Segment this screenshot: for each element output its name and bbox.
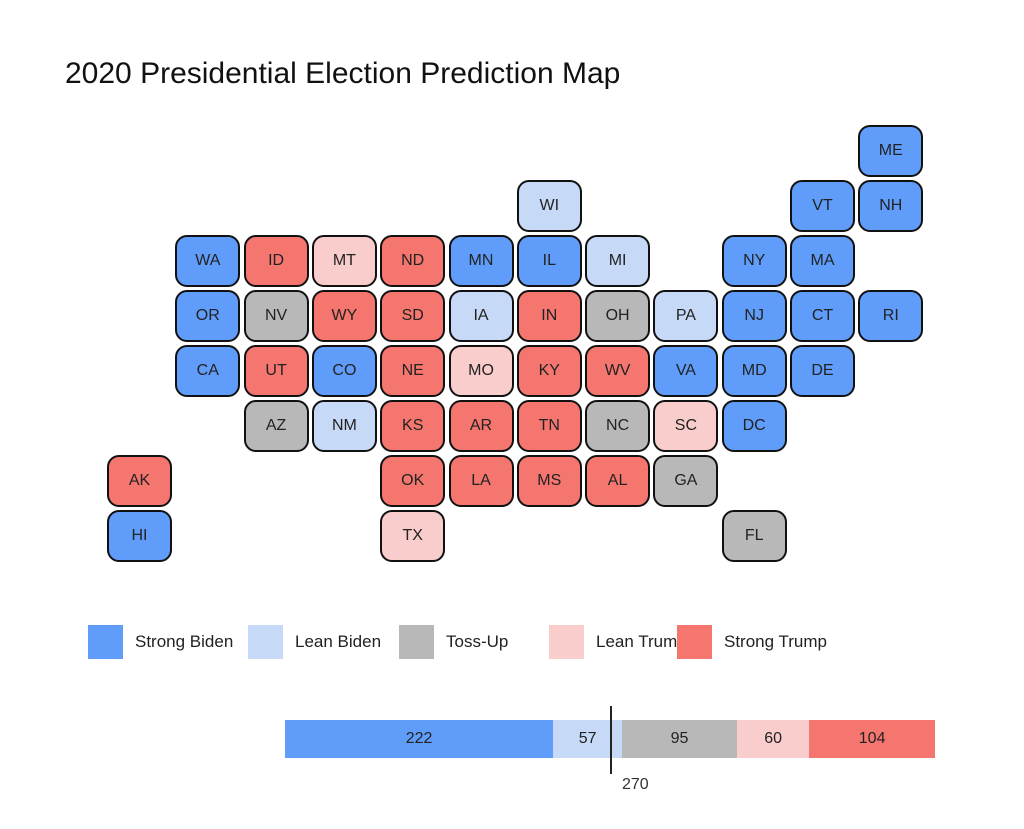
state-tile-ne[interactable]: NE: [380, 345, 446, 397]
state-tile-md[interactable]: MD: [721, 345, 787, 397]
state-tile-ny[interactable]: NY: [721, 235, 787, 287]
state-tile-de[interactable]: DE: [790, 345, 855, 397]
state-tile-ky[interactable]: KY: [516, 345, 582, 397]
state-tile-al[interactable]: AL: [585, 455, 651, 507]
legend-label: Lean Biden: [295, 632, 382, 651]
state-tile-va[interactable]: VA: [653, 345, 719, 397]
state-tile-nm[interactable]: NM: [311, 400, 377, 452]
state-tile-la[interactable]: LA: [448, 455, 514, 507]
electoral-vote-bar: 222 57 95 60 104: [285, 720, 935, 758]
state-tile-fl[interactable]: FL: [721, 510, 787, 562]
state-tile-ri[interactable]: RI: [858, 290, 924, 342]
page-title: 2020 Presidential Election Prediction Ma…: [65, 57, 621, 90]
state-tile-pa[interactable]: PA: [653, 290, 719, 342]
state-tile-nd[interactable]: ND: [380, 235, 446, 287]
majority-threshold-label: 270: [622, 776, 649, 793]
state-tile-wi[interactable]: WI: [516, 180, 582, 232]
state-tile-sc[interactable]: SC: [653, 400, 719, 452]
state-tile-az[interactable]: AZ: [243, 400, 309, 452]
state-tile-ar[interactable]: AR: [448, 400, 514, 452]
bar-segment-tossup: 95: [622, 720, 737, 758]
state-tile-or[interactable]: OR: [175, 290, 241, 342]
bar-segment-strong-biden: 222: [285, 720, 554, 758]
state-tile-tx[interactable]: TX: [380, 510, 446, 562]
bar-segment-lean-trump: 60: [736, 720, 810, 758]
state-tile-ia[interactable]: IA: [448, 290, 514, 342]
state-tile-nj[interactable]: NJ: [721, 290, 787, 342]
tile-map: ME WI VT NH WA ID MT ND MN IL MI NY MA OR NV WY SD IA IN OH…: [107, 125, 924, 562]
legend-swatch: [248, 625, 283, 659]
state-tile-wa[interactable]: WA: [175, 235, 241, 287]
legend-label: Lean Trump: [596, 632, 687, 651]
majority-threshold-line: [610, 706, 612, 774]
state-tile-ks[interactable]: KS: [380, 400, 446, 452]
state-tile-mt[interactable]: MT: [311, 235, 377, 287]
state-tile-mn[interactable]: MN: [448, 235, 514, 287]
state-tile-nc[interactable]: NC: [585, 400, 651, 452]
legend-swatch: [549, 625, 584, 659]
state-tile-me[interactable]: ME: [858, 125, 924, 177]
legend-swatch: [399, 625, 434, 659]
state-tile-ca[interactable]: CA: [175, 345, 241, 397]
state-tile-mi[interactable]: MI: [585, 235, 651, 287]
state-tile-mo[interactable]: MO: [448, 345, 514, 397]
state-tile-nh[interactable]: NH: [858, 180, 924, 232]
state-tile-in[interactable]: IN: [516, 290, 582, 342]
state-tile-ct[interactable]: CT: [790, 290, 855, 342]
state-tile-oh[interactable]: OH: [585, 290, 651, 342]
state-tile-nv[interactable]: NV: [243, 290, 309, 342]
bar-segment-strong-trump: 104: [809, 720, 935, 758]
legend-label: Strong Biden: [135, 632, 234, 651]
state-tile-ak[interactable]: AK: [107, 455, 172, 507]
state-tile-ok[interactable]: OK: [380, 455, 446, 507]
legend-label: Strong Trump: [724, 632, 827, 651]
state-tile-il[interactable]: IL: [516, 235, 582, 287]
state-tile-wv[interactable]: WV: [585, 345, 651, 397]
state-tile-sd[interactable]: SD: [380, 290, 446, 342]
state-tile-id[interactable]: ID: [243, 235, 309, 287]
state-tile-dc[interactable]: DC: [721, 400, 787, 452]
state-tile-ga[interactable]: GA: [653, 455, 719, 507]
state-tile-wy[interactable]: WY: [311, 290, 377, 342]
state-tile-co[interactable]: CO: [311, 345, 377, 397]
legend-label: Toss-Up: [446, 632, 509, 651]
state-tile-ms[interactable]: MS: [516, 455, 582, 507]
state-tile-tn[interactable]: TN: [516, 400, 582, 452]
state-tile-hi[interactable]: HI: [107, 510, 172, 562]
legend-swatch: [88, 625, 123, 659]
state-tile-ma[interactable]: MA: [790, 235, 855, 287]
legend-swatch: [677, 625, 712, 659]
state-tile-ut[interactable]: UT: [243, 345, 309, 397]
state-tile-vt[interactable]: VT: [790, 180, 855, 232]
